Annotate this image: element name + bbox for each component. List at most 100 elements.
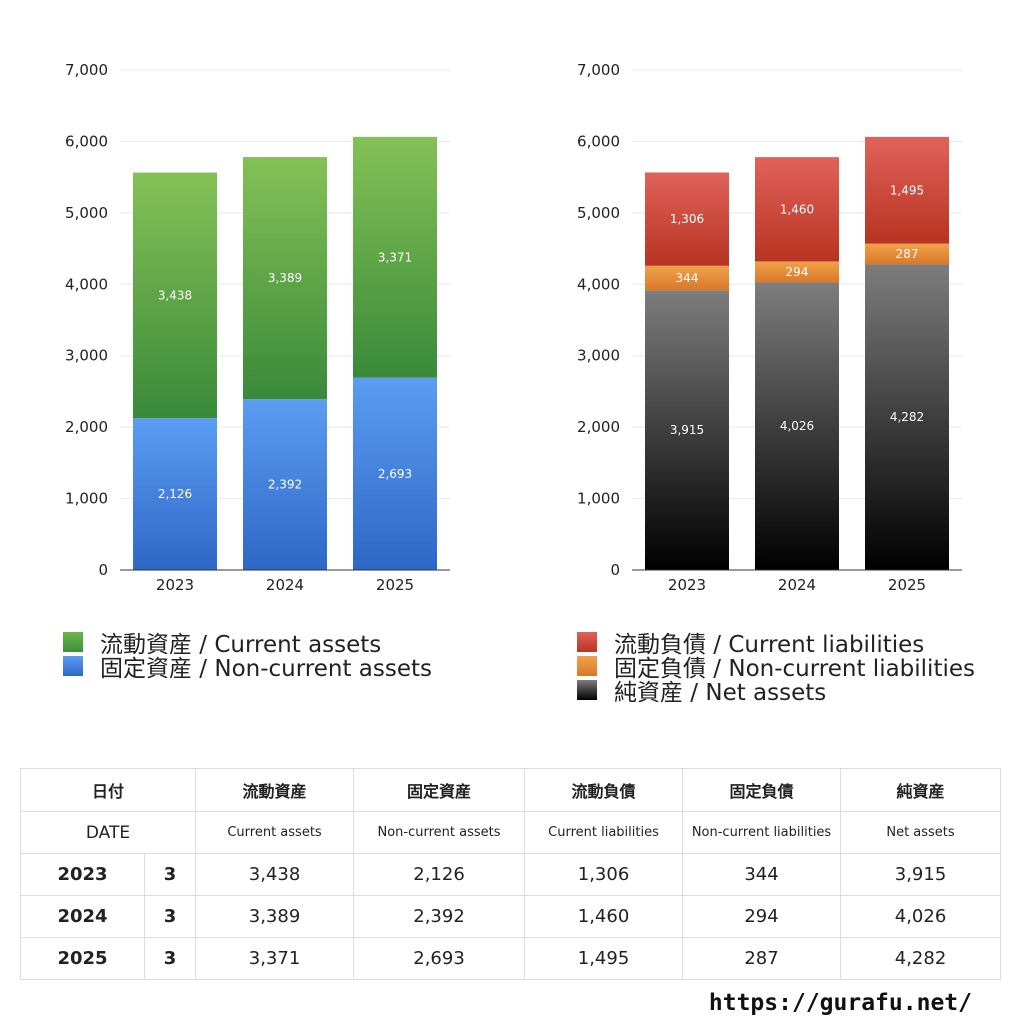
header-date-en: DATE <box>19 811 197 854</box>
bar-segment <box>353 377 437 570</box>
data-label: 4,282 <box>890 410 924 424</box>
table-row: 2025 3 3,371 2,693 1,495 287 4,282 <box>20 937 1002 980</box>
header-date-jp: 日付 <box>19 768 197 812</box>
header-current-liabilities-en: Current liabilities <box>524 811 684 854</box>
header-non-current-assets-en: Non-current assets <box>353 811 526 854</box>
header-net-assets-en: Net assets <box>840 811 1002 854</box>
assets-legend: 流動資産 / Current assets 固定資産 / Non-current… <box>63 630 432 682</box>
legend-item-non-current-liabilities: 固定負債 / Non-current liabilities <box>577 654 975 682</box>
data-label: 1,460 <box>780 202 814 216</box>
cell-current-assets: 3,438 <box>195 853 355 896</box>
cell-current-liabilities: 1,306 <box>524 853 684 896</box>
cell-non-current-assets: 2,693 <box>353 937 526 980</box>
data-label: 4,026 <box>780 419 814 433</box>
data-label: 3,915 <box>670 423 704 437</box>
x-tick-label: 2024 <box>778 576 816 594</box>
data-label: 2,126 <box>158 487 192 501</box>
y-tick-label: 1,000 <box>577 490 620 508</box>
legend-item-net-assets: 純資産 / Net assets <box>577 678 975 706</box>
legend-swatch <box>63 656 83 676</box>
data-label: 294 <box>786 265 809 279</box>
cell-current-assets: 3,371 <box>195 937 355 980</box>
legend-swatch <box>577 632 597 652</box>
legend-swatch <box>577 680 597 700</box>
data-label: 3,371 <box>378 250 412 264</box>
bar-segment <box>243 399 327 570</box>
y-tick-label: 5,000 <box>65 204 108 222</box>
legend-label: 純資産 / Net assets <box>614 680 827 706</box>
data-label: 2,392 <box>268 478 302 492</box>
data-label: 1,306 <box>670 212 704 226</box>
y-tick-label: 2,000 <box>65 418 108 436</box>
bar-segment <box>645 265 729 291</box>
bar-segment <box>133 172 217 419</box>
legend-swatch <box>577 656 597 676</box>
y-tick-label: 7,000 <box>577 61 620 79</box>
data-label: 287 <box>896 247 919 261</box>
legend-label: 流動資産 / Current assets <box>100 632 382 658</box>
liabilities-legend: 流動負債 / Current liabilities 固定負債 / Non-cu… <box>577 630 975 706</box>
legend-label: 固定資産 / Non-current assets <box>100 656 433 682</box>
y-tick-label: 4,000 <box>65 275 108 293</box>
data-table: 日付 流動資産 固定資産 流動負債 固定負債 純資産 DATE Current … <box>19 768 1002 980</box>
bar-segment <box>645 290 729 570</box>
table-header-row-en: DATE Current assets Non-current assets C… <box>19 811 1002 854</box>
cell-non-current-liabilities: 344 <box>682 853 842 896</box>
row-month: 3 <box>143 853 197 896</box>
data-label: 3,389 <box>268 271 302 285</box>
cell-non-current-assets: 2,126 <box>353 853 526 896</box>
y-tick-label: 6,000 <box>65 132 108 150</box>
cell-current-liabilities: 1,495 <box>524 937 684 980</box>
bar-segment <box>865 264 949 570</box>
cell-net-assets: 4,026 <box>840 895 1002 938</box>
data-label: 2,693 <box>378 467 412 481</box>
x-tick-label: 2023 <box>668 576 706 594</box>
row-year: 2024 <box>20 895 145 938</box>
bar-segment <box>133 418 217 570</box>
cell-net-assets: 3,915 <box>840 853 1002 896</box>
y-tick-label: 4,000 <box>577 275 620 293</box>
legend-item-current-assets: 流動資産 / Current assets <box>63 630 432 658</box>
bar-segment <box>353 136 437 378</box>
y-tick-label: 2,000 <box>577 418 620 436</box>
bar-segment <box>243 157 327 400</box>
legend-label: 固定負債 / Non-current liabilities <box>614 656 975 682</box>
bar-segment <box>645 172 729 266</box>
header-non-current-liabilities-jp: 固定負債 <box>682 768 842 812</box>
row-month: 3 <box>143 895 197 938</box>
cell-current-assets: 3,389 <box>195 895 355 938</box>
cell-net-assets: 4,282 <box>840 937 1002 980</box>
y-tick-label: 3,000 <box>65 347 108 365</box>
legend-label: 流動負債 / Current liabilities <box>614 632 925 658</box>
table-row: 2023 3 3,438 2,126 1,306 344 3,915 <box>20 853 1002 896</box>
header-current-liabilities-jp: 流動負債 <box>524 768 684 812</box>
x-tick-label: 2024 <box>266 576 304 594</box>
data-label: 1,495 <box>890 183 924 197</box>
row-year: 2023 <box>20 853 145 896</box>
cell-non-current-liabilities: 287 <box>682 937 842 980</box>
legend-swatch <box>63 632 83 652</box>
legend-item-current-liabilities: 流動負債 / Current liabilities <box>577 630 975 658</box>
header-non-current-liabilities-en: Non-current liabilities <box>682 811 842 854</box>
y-tick-label: 1,000 <box>65 490 108 508</box>
y-tick-label: 7,000 <box>65 61 108 79</box>
table-row: 2024 3 3,389 2,392 1,460 294 4,026 <box>20 895 1002 938</box>
header-current-assets-jp: 流動資産 <box>195 768 355 812</box>
y-tick-label: 3,000 <box>577 347 620 365</box>
site-url: https://gurafu.net/ <box>708 990 972 1016</box>
cell-current-liabilities: 1,460 <box>524 895 684 938</box>
bar-segment <box>755 157 839 262</box>
liabilities-chart: 0 1,000 2,000 3,000 4,000 5,000 6,000 7,000 3,91… <box>577 61 962 594</box>
legend-item-non-current-assets: 固定資産 / Non-current assets <box>63 654 432 682</box>
y-tick-label: 0 <box>98 561 108 579</box>
table-header-row-jp: 日付 流動資産 固定資産 流動負債 固定負債 純資産 <box>19 768 1002 812</box>
cell-non-current-assets: 2,392 <box>353 895 526 938</box>
x-tick-label: 2025 <box>888 576 926 594</box>
header-net-assets-jp: 純資産 <box>840 768 1002 812</box>
data-label: 3,438 <box>158 288 192 302</box>
bar-segment <box>865 136 949 244</box>
row-month: 3 <box>143 937 197 980</box>
cell-non-current-liabilities: 294 <box>682 895 842 938</box>
bar-segment <box>755 282 839 570</box>
y-tick-label: 6,000 <box>577 132 620 150</box>
